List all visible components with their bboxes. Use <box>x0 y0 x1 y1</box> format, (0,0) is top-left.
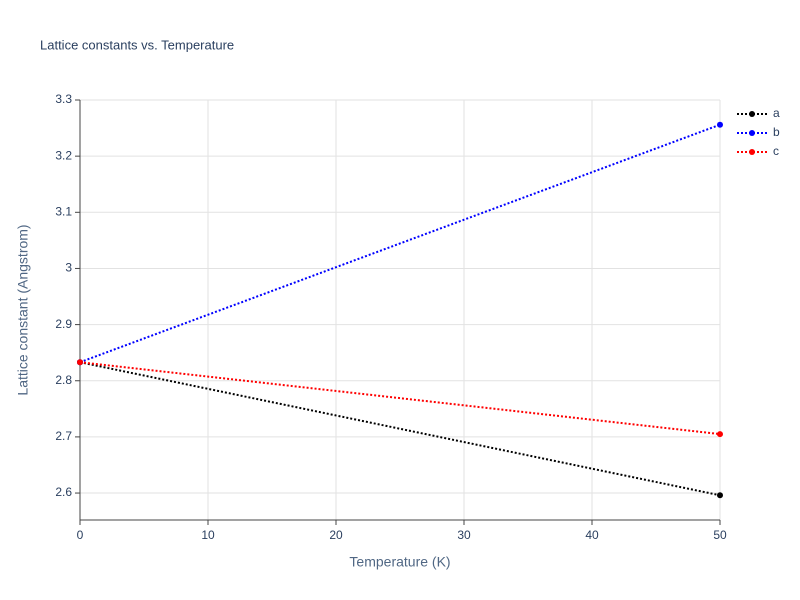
y-tick-label: 2.8 <box>55 373 72 387</box>
y-tick-label: 2.6 <box>55 485 72 499</box>
data-point <box>717 492 723 499</box>
y-tick-label: 3.3 <box>55 92 72 106</box>
y-axis-title: Lattice constant (Angstrom) <box>15 224 31 395</box>
x-tick-label: 30 <box>457 528 471 542</box>
x-axis-title: Temperature (K) <box>349 554 450 570</box>
series-line <box>79 361 721 497</box>
x-tick-label: 10 <box>201 528 215 542</box>
x-tick-label: 40 <box>585 528 599 542</box>
chart-title: Lattice constants vs. Temperature <box>40 37 234 52</box>
data-point <box>717 121 723 128</box>
legend-label: b <box>773 125 780 139</box>
y-tick-label: 3.1 <box>55 204 72 218</box>
data-point <box>717 431 723 438</box>
legend-label: c <box>773 144 779 158</box>
y-tick-label: 3.2 <box>55 148 72 162</box>
y-tick-label: 2.9 <box>55 317 72 331</box>
series-line <box>79 361 721 436</box>
legend-marker <box>749 111 755 117</box>
x-tick-label: 0 <box>77 528 84 542</box>
legend-marker <box>749 130 755 136</box>
y-tick-label: 3 <box>65 261 72 275</box>
legend-marker <box>749 149 755 155</box>
x-tick-label: 50 <box>713 528 727 542</box>
x-tick-label: 20 <box>329 528 343 542</box>
series-line <box>79 123 721 364</box>
y-tick-label: 2.7 <box>55 429 72 443</box>
legend-label: a <box>773 106 780 120</box>
data-point <box>77 359 83 366</box>
